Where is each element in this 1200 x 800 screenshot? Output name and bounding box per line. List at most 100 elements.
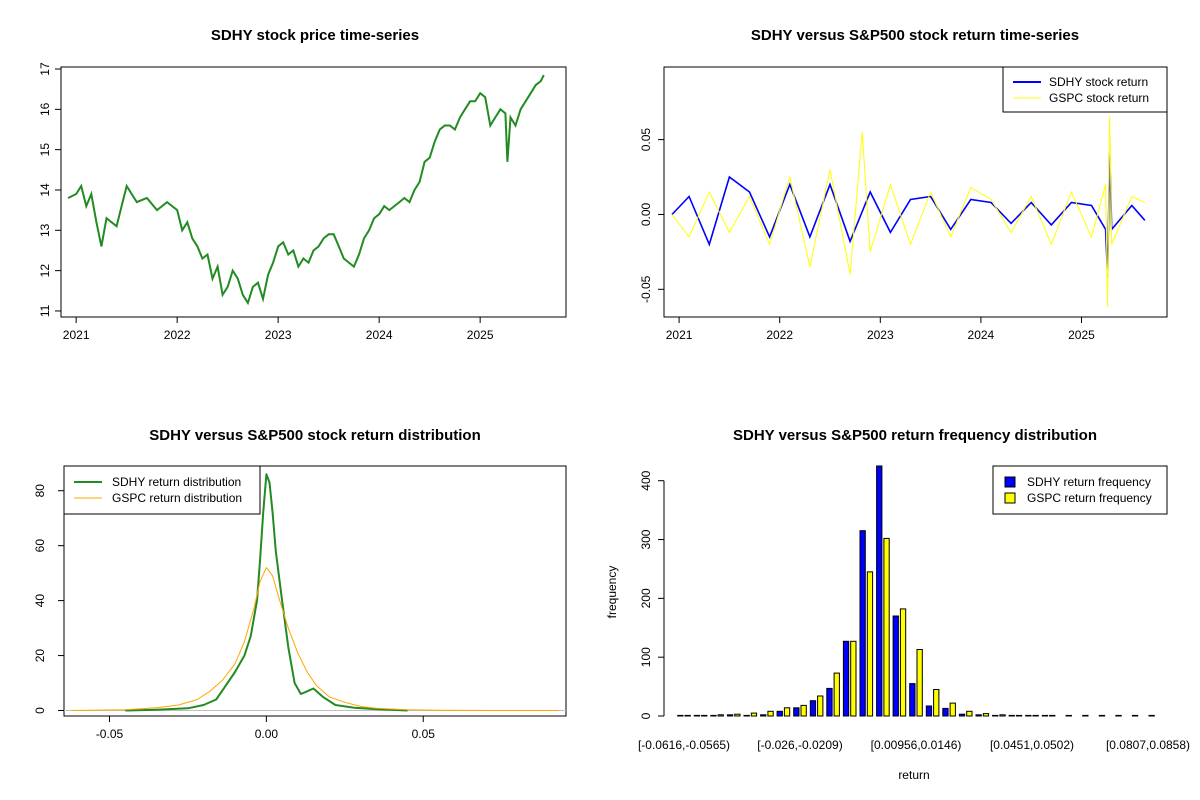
bar-gspc	[933, 689, 940, 717]
y-tick-label: 40	[33, 594, 47, 608]
bar-gspc	[734, 713, 741, 717]
x-tick-label: [0.0451,0.0502)	[990, 738, 1074, 752]
legend: SDHY stock return GSPC stock return	[1002, 66, 1168, 113]
bar-sdhy	[776, 710, 783, 717]
bar-gspc	[966, 710, 973, 717]
x-tick-label: 0.05	[412, 727, 436, 741]
legend-box	[1002, 66, 1168, 113]
bar-gspc	[800, 704, 807, 717]
bar-gspc	[1115, 714, 1122, 717]
legend: SDHY return distribution GSPC return dist…	[63, 465, 261, 515]
bar-sdhy	[760, 714, 767, 717]
y-tick-label: 0.05	[639, 128, 653, 152]
legend: SDHY return frequency GSPC return frequen…	[992, 465, 1168, 515]
x-tick-label: 2024	[366, 328, 393, 342]
bar-gspc	[1131, 714, 1139, 717]
y-tick-label: 14	[38, 183, 52, 197]
plot-frame	[60, 66, 567, 318]
series-line-gspc-return	[671, 115, 1146, 308]
y-tick-label: 0	[33, 707, 47, 714]
plot-frame	[663, 66, 1168, 318]
bar-gspc	[1049, 714, 1056, 717]
y-tick-label: 20	[33, 649, 47, 663]
y-tick-label: -0.05	[639, 275, 653, 303]
legend-label: GSPC stock return	[1049, 91, 1149, 105]
legend-label: GSPC return frequency	[1027, 491, 1152, 505]
bar-gspc	[817, 695, 824, 717]
x-tick-label: 2022	[164, 328, 191, 342]
x-tick-label: [0.0807,0.0858)	[1106, 738, 1190, 752]
y-tick-label: 200	[639, 588, 653, 608]
panel-return-frequency: SDHY versus S&P500 return frequency dist…	[605, 427, 1190, 782]
x-tick-label: 0.00	[255, 727, 279, 741]
bar-sdhy	[1008, 714, 1015, 717]
bar-gspc	[916, 649, 923, 717]
x-tick-label: [-0.026,-0.0209)	[757, 738, 842, 752]
bar-sdhy	[793, 707, 800, 717]
y-tick-label: 12	[38, 264, 52, 278]
x-tick-label: [0.00956,0.0146)	[871, 738, 962, 752]
legend-swatch	[1004, 476, 1016, 488]
chart-title: SDHY versus S&P500 return frequency dist…	[733, 427, 1097, 444]
bar-sdhy	[958, 713, 966, 717]
bar-gspc	[1015, 714, 1023, 717]
bar-gspc	[982, 713, 990, 717]
x-tick-label: 2021	[63, 328, 90, 342]
x-tick-label: 2022	[766, 328, 793, 342]
bar-gspc	[767, 710, 774, 717]
bar-sdhy	[743, 714, 750, 717]
y-tick-label: 400	[639, 470, 653, 490]
bar-gspc	[717, 714, 724, 717]
bar-gspc	[684, 714, 691, 717]
y-tick-label: 15	[38, 143, 52, 157]
x-tick-label: 2023	[867, 328, 894, 342]
bar-sdhy	[975, 714, 982, 717]
y-tick-label: 13	[38, 223, 52, 237]
bar-sdhy	[942, 707, 949, 717]
bar-gspc	[1098, 714, 1106, 717]
bar-gspc	[899, 608, 907, 717]
series-line-sdhy-price	[67, 74, 545, 306]
y-tick-label: 11	[38, 304, 52, 317]
bar-gspc	[866, 571, 874, 717]
legend-label: SDHY stock return	[1049, 75, 1148, 89]
bar-gspc	[850, 640, 857, 717]
plot-frame	[63, 465, 567, 717]
bar-sdhy	[693, 714, 701, 717]
y-tick-label: 80	[33, 484, 47, 498]
bar-sdhy	[925, 705, 933, 717]
bar-sdhy	[992, 714, 999, 717]
legend-swatch	[1004, 492, 1016, 504]
y-tick-label: 17	[38, 62, 52, 76]
bar-sdhy	[809, 700, 817, 717]
legend-box	[63, 465, 261, 515]
y-tick-label: 100	[639, 647, 653, 667]
bar-sdhy	[859, 530, 866, 717]
bar-sdhy	[909, 683, 916, 717]
y-tick-label: 60	[33, 539, 47, 553]
bar-gspc	[701, 714, 708, 717]
y-tick-label: 300	[639, 529, 653, 549]
bar-sdhy	[826, 687, 833, 717]
bar-sdhy	[677, 714, 684, 717]
bar-gspc	[883, 537, 890, 717]
chart-title: SDHY versus S&P500 stock return time-ser…	[751, 27, 1079, 44]
density-line-gspc	[71, 567, 559, 711]
x-tick-label: [-0.0616,-0.0565)	[638, 738, 730, 752]
y-tick-label: 0.00	[639, 202, 653, 226]
bar-gspc	[1148, 714, 1155, 717]
bar-gspc	[1082, 714, 1089, 717]
density-line-sdhy	[125, 473, 408, 712]
bar-gspc	[750, 712, 758, 717]
x-tick-label: 2021	[666, 328, 693, 342]
y-tick-label: 16	[38, 102, 52, 116]
legend-label: GSPC return distribution	[112, 491, 242, 505]
bar-gspc	[1065, 714, 1072, 717]
chart-title: SDHY stock price time-series	[211, 27, 419, 44]
y-tick-label: 0	[639, 712, 653, 719]
x-tick-label: 2023	[265, 328, 292, 342]
bar-sdhy	[710, 714, 717, 717]
bar-sdhy	[726, 714, 734, 717]
x-tick-label: 2025	[467, 328, 494, 342]
